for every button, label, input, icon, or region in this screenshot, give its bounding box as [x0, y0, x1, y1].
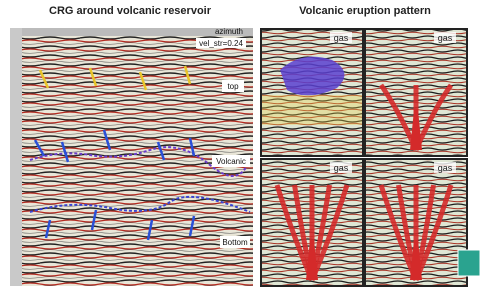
- axis-label: azimuth: [215, 27, 243, 36]
- left-panel: azimuth vel_str=0.24 top Volcanic Bottom: [10, 27, 253, 286]
- panel-label: gas: [334, 33, 349, 43]
- color-cube: [458, 250, 480, 276]
- right-panels: gas gas gas gas: [260, 28, 480, 287]
- horizon-label: Bottom: [222, 238, 248, 247]
- yellow-zone: [262, 95, 362, 125]
- panel-label: gas: [334, 163, 349, 173]
- figure: CRG around volcanic reservoir Volcanic e…: [0, 0, 483, 294]
- right-title: Volcanic eruption pattern: [299, 5, 431, 17]
- left-title: CRG around volcanic reservoir: [49, 5, 212, 17]
- horizon-label: Volcanic: [216, 157, 246, 166]
- annotation: vel_str=0.24: [199, 39, 243, 48]
- panel-label: gas: [438, 33, 453, 43]
- horizon-label: top: [227, 82, 239, 91]
- panel-label: gas: [438, 163, 453, 173]
